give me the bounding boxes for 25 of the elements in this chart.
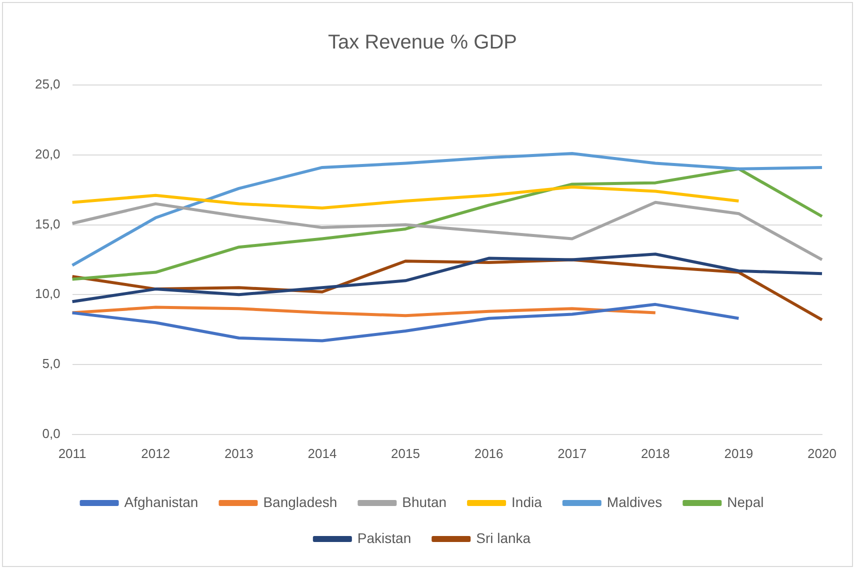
x-tick-label: 2020: [808, 446, 836, 461]
legend-label: Pakistan: [357, 530, 412, 546]
y-tick-label: 10,0: [34, 286, 60, 302]
legend-label: India: [512, 494, 542, 510]
y-tick-label: 15,0: [34, 216, 60, 232]
x-tick-label: 2019: [724, 446, 754, 461]
legend-label: Afghanistan: [124, 494, 198, 510]
legend-label: Bhutan: [402, 494, 447, 510]
x-tick-label: 2015: [391, 446, 420, 461]
y-tick-label: 0,0: [42, 426, 60, 441]
x-tick-label: 2013: [224, 446, 254, 461]
x-tick-label: 2014: [308, 446, 337, 461]
x-tick-label: 2018: [640, 446, 670, 461]
x-tick-label: 2016: [474, 446, 504, 461]
legend-label: Bangladesh: [263, 494, 338, 510]
legend-label: Sri lanka: [476, 530, 531, 546]
legend-label: Maldives: [606, 494, 662, 510]
y-tick-label: 5,0: [42, 356, 60, 372]
legend-label: Nepal: [727, 494, 764, 510]
x-tick-label: 2017: [558, 446, 587, 461]
x-tick-label: 2012: [141, 446, 170, 461]
y-tick-label: 25,0: [34, 76, 60, 92]
chart-title: Tax Revenue % GDP: [328, 32, 517, 54]
x-tick-label: 2011: [58, 446, 86, 461]
y-tick-label: 20,0: [34, 146, 60, 162]
